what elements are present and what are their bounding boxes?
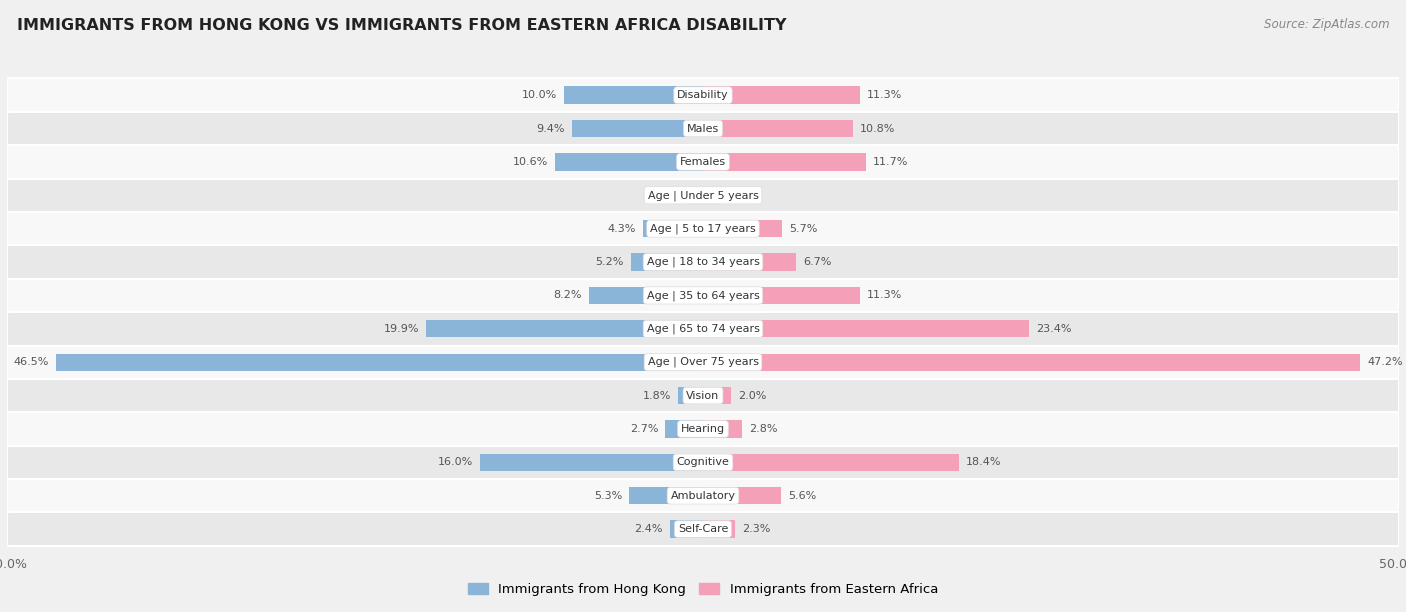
FancyBboxPatch shape: [7, 212, 1399, 245]
Text: 4.3%: 4.3%: [607, 223, 636, 234]
Text: Source: ZipAtlas.com: Source: ZipAtlas.com: [1264, 18, 1389, 31]
Bar: [703, 520, 735, 538]
Bar: [703, 187, 720, 204]
FancyBboxPatch shape: [7, 312, 1399, 346]
FancyBboxPatch shape: [7, 446, 1399, 479]
Text: 2.7%: 2.7%: [630, 424, 658, 434]
Text: 16.0%: 16.0%: [439, 457, 474, 468]
Text: 9.4%: 9.4%: [537, 124, 565, 133]
Bar: [572, 120, 703, 137]
Bar: [678, 387, 703, 405]
FancyBboxPatch shape: [7, 112, 1399, 145]
Text: IMMIGRANTS FROM HONG KONG VS IMMIGRANTS FROM EASTERN AFRICA DISABILITY: IMMIGRANTS FROM HONG KONG VS IMMIGRANTS …: [17, 18, 786, 34]
Bar: [631, 253, 703, 271]
Text: Hearing: Hearing: [681, 424, 725, 434]
Text: 19.9%: 19.9%: [384, 324, 419, 334]
Text: 2.4%: 2.4%: [634, 524, 662, 534]
Text: Females: Females: [681, 157, 725, 167]
Text: 5.3%: 5.3%: [593, 491, 623, 501]
Text: 23.4%: 23.4%: [1036, 324, 1071, 334]
FancyBboxPatch shape: [7, 379, 1399, 412]
Text: Self-Care: Self-Care: [678, 524, 728, 534]
Bar: [589, 287, 703, 304]
Bar: [690, 187, 703, 204]
Text: 2.3%: 2.3%: [742, 524, 770, 534]
Bar: [703, 253, 796, 271]
Text: Age | 35 to 64 years: Age | 35 to 64 years: [647, 290, 759, 300]
Text: 1.8%: 1.8%: [643, 390, 671, 401]
Text: 10.6%: 10.6%: [513, 157, 548, 167]
Bar: [481, 453, 703, 471]
FancyBboxPatch shape: [7, 278, 1399, 312]
Bar: [703, 387, 731, 405]
Bar: [56, 354, 703, 371]
Bar: [669, 520, 703, 538]
Text: Vision: Vision: [686, 390, 720, 401]
Bar: [703, 487, 780, 504]
Bar: [703, 320, 1029, 337]
Text: 1.2%: 1.2%: [727, 190, 755, 200]
Text: Cognitive: Cognitive: [676, 457, 730, 468]
FancyBboxPatch shape: [7, 179, 1399, 212]
Text: 11.7%: 11.7%: [873, 157, 908, 167]
Bar: [630, 487, 703, 504]
Text: 11.3%: 11.3%: [868, 90, 903, 100]
Text: 47.2%: 47.2%: [1367, 357, 1403, 367]
Bar: [703, 120, 853, 137]
Text: Disability: Disability: [678, 90, 728, 100]
Text: Ambulatory: Ambulatory: [671, 491, 735, 501]
Bar: [643, 220, 703, 237]
Bar: [564, 86, 703, 104]
Bar: [703, 153, 866, 171]
Bar: [703, 453, 959, 471]
Text: 0.95%: 0.95%: [647, 190, 683, 200]
FancyBboxPatch shape: [7, 412, 1399, 446]
Text: 2.8%: 2.8%: [749, 424, 778, 434]
Text: 46.5%: 46.5%: [14, 357, 49, 367]
Text: 8.2%: 8.2%: [554, 291, 582, 300]
Text: 5.7%: 5.7%: [789, 223, 818, 234]
Text: 10.8%: 10.8%: [860, 124, 896, 133]
Bar: [703, 220, 782, 237]
Bar: [426, 320, 703, 337]
Text: Age | Under 5 years: Age | Under 5 years: [648, 190, 758, 201]
FancyBboxPatch shape: [7, 512, 1399, 546]
Bar: [703, 354, 1360, 371]
Text: Age | Over 75 years: Age | Over 75 years: [648, 357, 758, 367]
Text: 11.3%: 11.3%: [868, 291, 903, 300]
Text: 5.6%: 5.6%: [787, 491, 815, 501]
Text: Age | 65 to 74 years: Age | 65 to 74 years: [647, 324, 759, 334]
Text: 5.2%: 5.2%: [595, 257, 624, 267]
Bar: [703, 287, 860, 304]
Text: 10.0%: 10.0%: [522, 90, 557, 100]
FancyBboxPatch shape: [7, 346, 1399, 379]
FancyBboxPatch shape: [7, 78, 1399, 112]
Text: Males: Males: [688, 124, 718, 133]
FancyBboxPatch shape: [7, 479, 1399, 512]
FancyBboxPatch shape: [7, 245, 1399, 278]
Text: Age | 18 to 34 years: Age | 18 to 34 years: [647, 257, 759, 267]
Text: 6.7%: 6.7%: [803, 257, 831, 267]
Text: 2.0%: 2.0%: [738, 390, 766, 401]
Bar: [703, 420, 742, 438]
Bar: [665, 420, 703, 438]
Legend: Immigrants from Hong Kong, Immigrants from Eastern Africa: Immigrants from Hong Kong, Immigrants fr…: [463, 578, 943, 602]
Text: Age | 5 to 17 years: Age | 5 to 17 years: [650, 223, 756, 234]
FancyBboxPatch shape: [7, 145, 1399, 179]
Bar: [703, 86, 860, 104]
Text: 18.4%: 18.4%: [966, 457, 1001, 468]
Bar: [555, 153, 703, 171]
